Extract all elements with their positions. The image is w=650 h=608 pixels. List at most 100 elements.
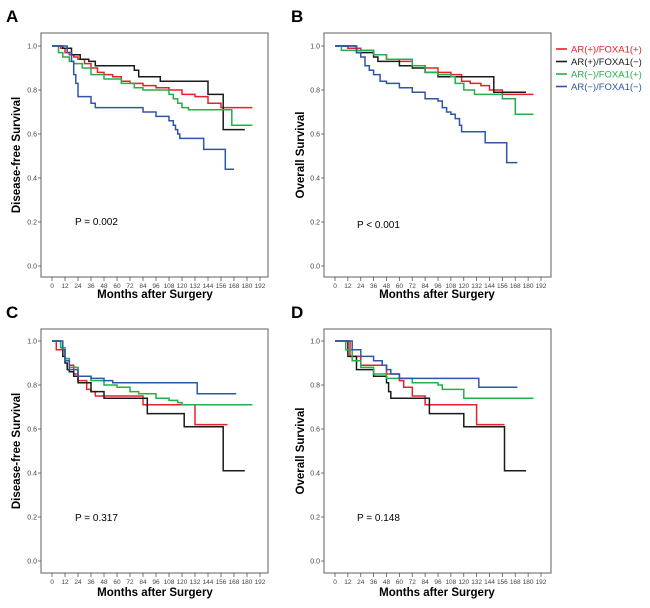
x-tick-label: 180	[242, 579, 253, 586]
plot-frame	[323, 328, 552, 574]
y-tick-label: 0.0	[27, 559, 37, 566]
y-tick-label: 0.2	[27, 515, 37, 522]
x-tick-label: 24	[74, 579, 82, 586]
p-value-annotation: P = 0.317	[75, 513, 118, 524]
x-tick-label: 132	[471, 579, 482, 586]
km-curve-ar-pos-foxa1-neg	[52, 340, 245, 472]
y-axis-title: Disease-free Survival	[11, 97, 23, 213]
km-curve-ar-neg-foxa1-neg	[52, 45, 234, 170]
x-tick-label: 108	[445, 283, 456, 290]
x-tick-label: 48	[100, 283, 108, 290]
panel-d: D0.00.20.40.60.81.00 12 24 36 48 60 72 84 96 108 1…	[291, 303, 552, 599]
y-tick-label: 0.6	[27, 132, 37, 139]
y-tick-label: 0.4	[310, 471, 320, 478]
p-value-annotation: P = 0.002	[75, 217, 118, 228]
x-tick-label: 36	[370, 579, 378, 586]
km-curve-ar-pos-foxa1-neg	[335, 340, 526, 472]
x-tick-label: 24	[357, 579, 365, 586]
y-tick-label: 1.0	[310, 339, 320, 346]
x-tick-label: 132	[190, 283, 201, 290]
y-tick-label: 0.8	[310, 88, 320, 95]
y-tick-label: 1.0	[27, 44, 37, 51]
y-axis-title: Overall Survival	[295, 112, 307, 199]
km-curve-ar-neg-foxa1-pos	[335, 340, 534, 399]
x-axis-title: Months after Surgery	[97, 587, 213, 599]
y-tick-label: 1.0	[27, 339, 37, 346]
x-tick-label: 24	[74, 283, 82, 290]
x-tick-label: 84	[422, 283, 430, 290]
legend-label: AR(+)/FOXA1(+)	[571, 44, 642, 55]
x-tick-label: 72	[126, 283, 134, 290]
x-tick-label: 84	[139, 283, 147, 290]
y-tick-label: 0.0	[310, 264, 320, 271]
x-tick-label: 156	[216, 283, 227, 290]
km-curve-ar-neg-foxa1-neg	[52, 340, 237, 395]
y-tick-label: 0.4	[310, 176, 320, 183]
plot-frame	[40, 328, 269, 574]
x-tick-label: 108	[164, 579, 175, 586]
x-tick-label: 96	[434, 283, 442, 290]
x-tick-label: 156	[216, 579, 227, 586]
y-tick-label: 0.0	[27, 264, 37, 271]
x-tick-label: 72	[409, 283, 417, 290]
x-tick-label: 60	[396, 579, 404, 586]
x-tick-label: 84	[422, 579, 430, 586]
x-tick-label: 132	[471, 283, 482, 290]
x-tick-label: 36	[87, 579, 95, 586]
km-curve-ar-neg-foxa1-pos	[335, 45, 534, 115]
legend-label: AR(−)/FOXA1(−)	[571, 82, 642, 93]
x-tick-label: 192	[536, 579, 547, 586]
x-tick-label: 12	[61, 283, 69, 290]
x-tick-label: 72	[409, 579, 417, 586]
x-tick-label: 120	[458, 283, 469, 290]
km-curve-ar-neg-foxa1-neg	[335, 340, 518, 388]
legend: AR(+)/FOXA1(+) AR(+)/FOXA1(−) AR(−)/FOXA1(…	[556, 44, 642, 93]
x-tick-label: 156	[497, 283, 508, 290]
x-tick-label: 120	[177, 283, 188, 290]
x-tick-label: 0	[333, 283, 337, 290]
y-tick-label: 0.2	[310, 515, 320, 522]
x-axis-title: Months after Surgery	[97, 289, 213, 301]
x-tick-label: 192	[255, 283, 266, 290]
x-tick-label: 120	[177, 579, 188, 586]
y-tick-label: 0.2	[310, 220, 320, 227]
panel-letter: B	[291, 7, 303, 26]
km-curve-ar-pos-foxa1-pos	[52, 45, 253, 109]
y-tick-label: 0.4	[27, 176, 37, 183]
x-tick-label: 84	[139, 579, 147, 586]
y-tick-label: 0.8	[310, 383, 320, 390]
x-tick-label: 72	[126, 579, 134, 586]
x-tick-label: 132	[190, 579, 201, 586]
x-tick-label: 96	[152, 283, 160, 290]
x-tick-label: 108	[164, 283, 175, 290]
km-curve-ar-neg-foxa1-pos	[52, 340, 253, 406]
x-tick-label: 36	[370, 283, 378, 290]
x-tick-label: 48	[100, 579, 108, 586]
x-tick-label: 0	[50, 283, 54, 290]
x-tick-label: 192	[536, 283, 547, 290]
x-tick-label: 156	[497, 579, 508, 586]
plot-frame	[323, 32, 552, 278]
panel-letter: D	[291, 303, 303, 322]
x-tick-label: 60	[113, 579, 121, 586]
x-tick-label: 12	[61, 579, 69, 586]
panel-a: A0.00.20.40.60.81.00 12 24 36 48 60 72 84 96 108 1…	[6, 7, 269, 301]
y-tick-label: 0.6	[310, 132, 320, 139]
p-value-annotation: P < 0.001	[357, 220, 400, 231]
y-tick-label: 0.6	[310, 427, 320, 434]
x-tick-label: 144	[203, 579, 214, 586]
x-tick-label: 144	[484, 579, 495, 586]
panel-letter: C	[6, 303, 18, 322]
legend-label: AR(+)/FOXA1(−)	[571, 57, 642, 68]
x-tick-label: 0	[333, 579, 337, 586]
x-tick-label: 108	[445, 579, 456, 586]
plot-frame	[40, 32, 269, 278]
x-tick-label: 168	[229, 579, 240, 586]
x-tick-label: 60	[113, 283, 121, 290]
x-tick-label: 168	[510, 579, 521, 586]
x-tick-label: 180	[242, 283, 253, 290]
x-tick-label: 120	[458, 579, 469, 586]
x-tick-label: 96	[152, 579, 160, 586]
y-tick-label: 0.8	[27, 88, 37, 95]
